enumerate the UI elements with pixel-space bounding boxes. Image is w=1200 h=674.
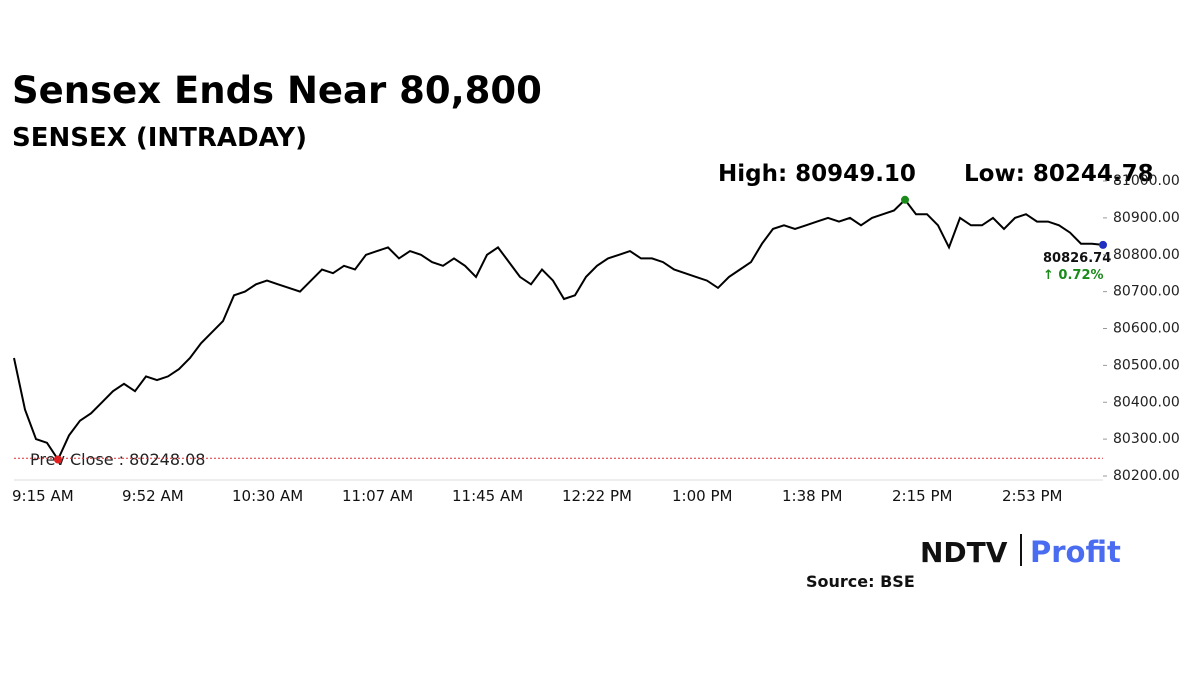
y-tick-label: 80900.00 bbox=[1113, 210, 1180, 226]
x-tick-label: 2:15 PM bbox=[892, 487, 952, 505]
high-marker bbox=[901, 195, 909, 204]
change-label: ↑ 0.72% bbox=[1043, 268, 1104, 283]
x-tick-label: 11:07 AM bbox=[342, 487, 413, 505]
high-label: High: 80949.10 bbox=[718, 161, 916, 187]
x-tick-label: 1:38 PM bbox=[782, 487, 842, 505]
y-tick-label: 80300.00 bbox=[1113, 431, 1180, 447]
x-tick-label: 10:30 AM bbox=[232, 487, 303, 505]
logo-ndtv: NDTV bbox=[920, 536, 1008, 569]
chart-title: Sensex Ends Near 80,800 bbox=[12, 69, 542, 112]
y-tick-label: 80600.00 bbox=[1113, 321, 1180, 337]
last-marker bbox=[1099, 240, 1107, 249]
y-tick-label: 80400.00 bbox=[1113, 394, 1180, 410]
logo-profit: Profit bbox=[1030, 535, 1121, 569]
x-tick-label: 1:00 PM bbox=[672, 487, 732, 505]
y-tick-label: 80200.00 bbox=[1113, 468, 1180, 484]
x-tick-label: 12:22 PM bbox=[562, 487, 632, 505]
chart-subtitle: SENSEX (INTRADAY) bbox=[12, 123, 307, 153]
y-tick-label: 80700.00 bbox=[1113, 284, 1180, 300]
last-value-label: 80826.74 bbox=[1043, 251, 1111, 266]
x-tick-label: 11:45 AM bbox=[452, 487, 523, 505]
price-line bbox=[13, 198, 1104, 462]
low-marker bbox=[54, 455, 62, 464]
x-tick-label: 9:52 AM bbox=[122, 487, 184, 505]
y-tick-label: 80800.00 bbox=[1113, 247, 1180, 263]
prev-close-label: Prev Close : 80248.08 bbox=[30, 450, 205, 469]
source: Source: BSE bbox=[806, 572, 915, 591]
x-tick-label: 2:53 PM bbox=[1002, 487, 1062, 505]
low-label: Low: 80244.78 bbox=[964, 161, 1154, 187]
y-tick-label: 81000.00 bbox=[1113, 173, 1180, 189]
x-tick-label: 9:15 AM bbox=[12, 487, 74, 505]
y-tick-label: 80500.00 bbox=[1113, 357, 1180, 373]
